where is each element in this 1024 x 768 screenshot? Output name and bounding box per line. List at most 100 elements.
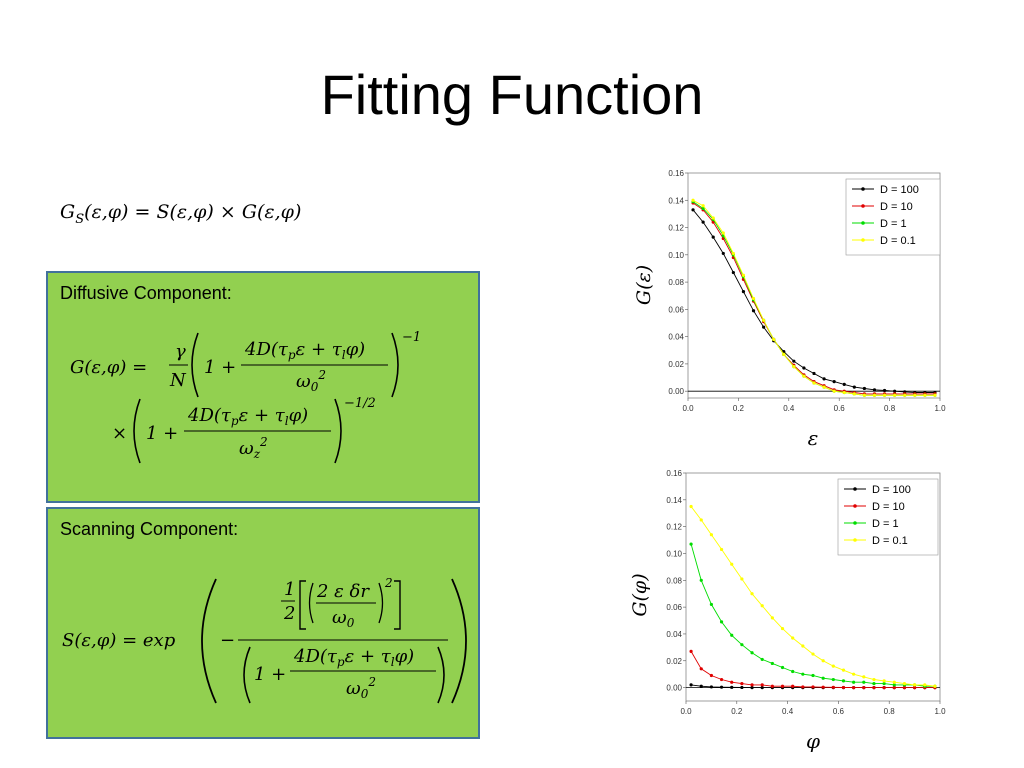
- legend-box: [845, 178, 941, 256]
- data-point: [811, 652, 815, 656]
- data-point: [852, 392, 856, 396]
- data-point: [689, 542, 693, 546]
- y-tick-label: 0.10: [668, 251, 684, 260]
- data-point: [701, 220, 705, 224]
- data-point: [841, 685, 846, 690]
- data-point: [902, 685, 907, 690]
- legend-entry: D = 1: [880, 218, 907, 230]
- legend-entry: D = 1: [872, 518, 899, 530]
- data-point: [770, 684, 774, 688]
- data-point: [699, 684, 703, 688]
- y-tick-label: 0.02: [666, 657, 682, 666]
- x-tick-label: 1.0: [934, 707, 946, 716]
- data-point: [852, 685, 856, 690]
- data-point: [882, 388, 887, 393]
- svg-text:4D(τpε + τlφ): 4D(τpε + τlφ): [187, 405, 308, 428]
- data-point: [730, 633, 734, 637]
- data-point: [832, 380, 836, 384]
- data-point: [750, 683, 754, 687]
- data-point: [902, 681, 907, 686]
- data-point: [791, 669, 795, 674]
- data-point: [750, 685, 754, 690]
- y-tick-label: 0.12: [668, 224, 684, 233]
- x-tick-label: 0.4: [782, 707, 794, 716]
- y-tick-label: 0.12: [666, 523, 682, 532]
- plot-frame: [685, 472, 941, 702]
- svg-text:GS(ε,φ) = S(ε,φ) × G(ε,φ): GS(ε,φ) = S(ε,φ) × G(ε,φ): [60, 201, 301, 227]
- x-axis-label: φ: [806, 729, 820, 753]
- data-point: [872, 677, 876, 682]
- data-point: [892, 680, 896, 684]
- legend-entry: D = 100: [872, 484, 911, 496]
- data-point: [812, 371, 816, 376]
- data-point: [821, 676, 825, 680]
- data-point: [782, 352, 786, 356]
- x-tick-label: 0.8: [884, 404, 896, 413]
- data-point: [740, 681, 744, 686]
- data-point: [862, 393, 866, 397]
- data-point: [760, 657, 764, 662]
- data-point: [780, 684, 785, 688]
- data-point: [903, 393, 907, 397]
- legend-marker: [861, 187, 865, 191]
- data-point: [811, 685, 815, 689]
- svg-text:−: −: [220, 630, 235, 651]
- svg-text:2: 2: [283, 603, 295, 624]
- y-axis-label: G(φ): [629, 573, 651, 616]
- scanning-component-label: Scanning Component:: [60, 519, 239, 539]
- data-point: [842, 390, 846, 395]
- svg-text:1 +: 1 +: [254, 664, 286, 685]
- data-point: [872, 388, 877, 392]
- data-point: [923, 393, 927, 397]
- data-point: [791, 636, 795, 640]
- svg-text:ω0: ω0: [332, 607, 355, 630]
- data-point: [701, 206, 705, 211]
- svg-text:ω02: ω02: [296, 368, 326, 394]
- y-tick-label: 0.02: [668, 360, 684, 369]
- series-line-1: [690, 651, 935, 689]
- legend-entry: D = 0.1: [872, 535, 908, 547]
- legend-marker: [853, 504, 857, 508]
- legend-marker: [861, 221, 865, 225]
- data-point: [741, 273, 746, 277]
- x-tick-label: 1.0: [934, 404, 946, 413]
- legend-marker: [861, 238, 865, 242]
- data-point: [832, 389, 836, 393]
- data-point: [862, 386, 866, 391]
- data-point: [852, 672, 856, 676]
- data-point: [801, 672, 805, 676]
- data-point: [762, 318, 766, 322]
- x-tick-label: 0.6: [833, 707, 845, 716]
- legend-entry: D = 10: [872, 501, 905, 513]
- y-tick-label: 0.00: [668, 387, 684, 396]
- data-point: [709, 685, 713, 689]
- gs-equation: GS(ε,φ) = S(ε,φ) × G(ε,φ): [60, 201, 301, 227]
- data-point: [872, 393, 877, 397]
- data-point: [913, 685, 917, 690]
- series-line-2: [690, 543, 935, 687]
- data-point: [689, 504, 693, 509]
- g-phi-chart: 0.00 0.02 0.04 0.06 0.08 0.10 0.12 0.14 0.16 0.0 0…: [629, 469, 946, 753]
- data-point: [750, 651, 754, 655]
- x-tick-label: 0.4: [783, 404, 795, 413]
- svg-text:ωz2: ωz2: [239, 435, 268, 461]
- data-point: [933, 393, 937, 397]
- data-point: [699, 667, 703, 671]
- legend-entry: D = 100: [880, 184, 919, 196]
- data-point: [882, 679, 886, 683]
- y-tick-label: 0.14: [668, 196, 684, 205]
- y-tick-label: 0.04: [668, 333, 684, 342]
- data-point: [913, 683, 917, 687]
- data-point: [821, 685, 825, 689]
- y-tick-label: 0.10: [666, 549, 682, 558]
- data-point: [741, 290, 746, 294]
- data-point: [709, 602, 713, 607]
- diffusive-component-box: Diffusive Component: G(ε,φ) = γ N 1 + 4D…: [46, 271, 480, 503]
- y-tick-label: 0.08: [666, 576, 682, 585]
- data-point: [892, 683, 896, 687]
- svg-text:−1: −1: [402, 330, 421, 345]
- y-tick-label: 0.16: [668, 169, 684, 178]
- data-point: [719, 685, 724, 689]
- data-point: [772, 337, 776, 341]
- data-point: [731, 251, 735, 256]
